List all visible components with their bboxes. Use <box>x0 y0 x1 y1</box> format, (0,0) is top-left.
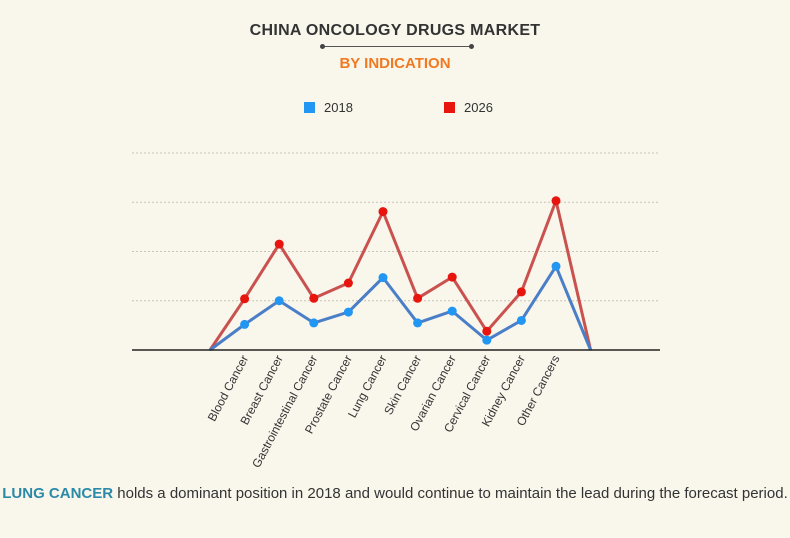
divider-dot-right <box>469 44 474 49</box>
data-point-2026-9 <box>516 287 526 297</box>
chart-title: CHINA ONCOLOGY DRUGS MARKET <box>249 22 541 39</box>
data-point-2026-2 <box>274 239 284 249</box>
legend-swatch-2026 <box>444 102 455 113</box>
divider-dot-left <box>320 44 325 49</box>
legend-label-2018: 2018 <box>324 100 353 115</box>
data-point-2018-2 <box>274 296 284 306</box>
data-point-2018-5 <box>378 273 388 283</box>
data-point-2026-1 <box>240 294 250 304</box>
legend-item-2018: 2018 <box>304 100 353 115</box>
data-point-2018-3 <box>309 318 319 328</box>
data-point-2018-8 <box>482 335 492 345</box>
chart-subtitle: BY INDICATION <box>339 55 451 72</box>
legend-swatch-2018 <box>304 102 315 113</box>
data-point-2018-7 <box>447 306 457 316</box>
data-point-2018-9 <box>516 315 526 325</box>
x-tick-label-3: Gastrointestinal Cancer <box>249 353 320 470</box>
data-point-2026-6 <box>413 293 423 303</box>
chart-caption: LUNG CANCER holds a dominant position in… <box>0 484 790 504</box>
data-point-2026-10 <box>551 196 561 206</box>
series-line-2018 <box>209 264 592 352</box>
data-point-2026-5 <box>378 207 388 217</box>
legend-label-2026: 2026 <box>464 100 493 115</box>
series-line-2026 <box>208 199 593 351</box>
caption-highlight: LUNG CANCER <box>2 485 114 502</box>
data-point-2018-10 <box>551 261 561 271</box>
data-point-2026-8 <box>482 326 492 336</box>
title-divider <box>320 44 474 49</box>
data-point-2026-3 <box>309 293 319 303</box>
data-point-2026-7 <box>447 272 457 282</box>
caption-text: holds a dominant position in 2018 and wo… <box>117 485 788 502</box>
legend-item-2026: 2026 <box>444 100 493 115</box>
data-point-2026-4 <box>343 278 353 288</box>
data-point-2018-1 <box>240 319 250 329</box>
data-point-2018-6 <box>413 318 423 328</box>
data-point-2018-4 <box>343 307 353 317</box>
